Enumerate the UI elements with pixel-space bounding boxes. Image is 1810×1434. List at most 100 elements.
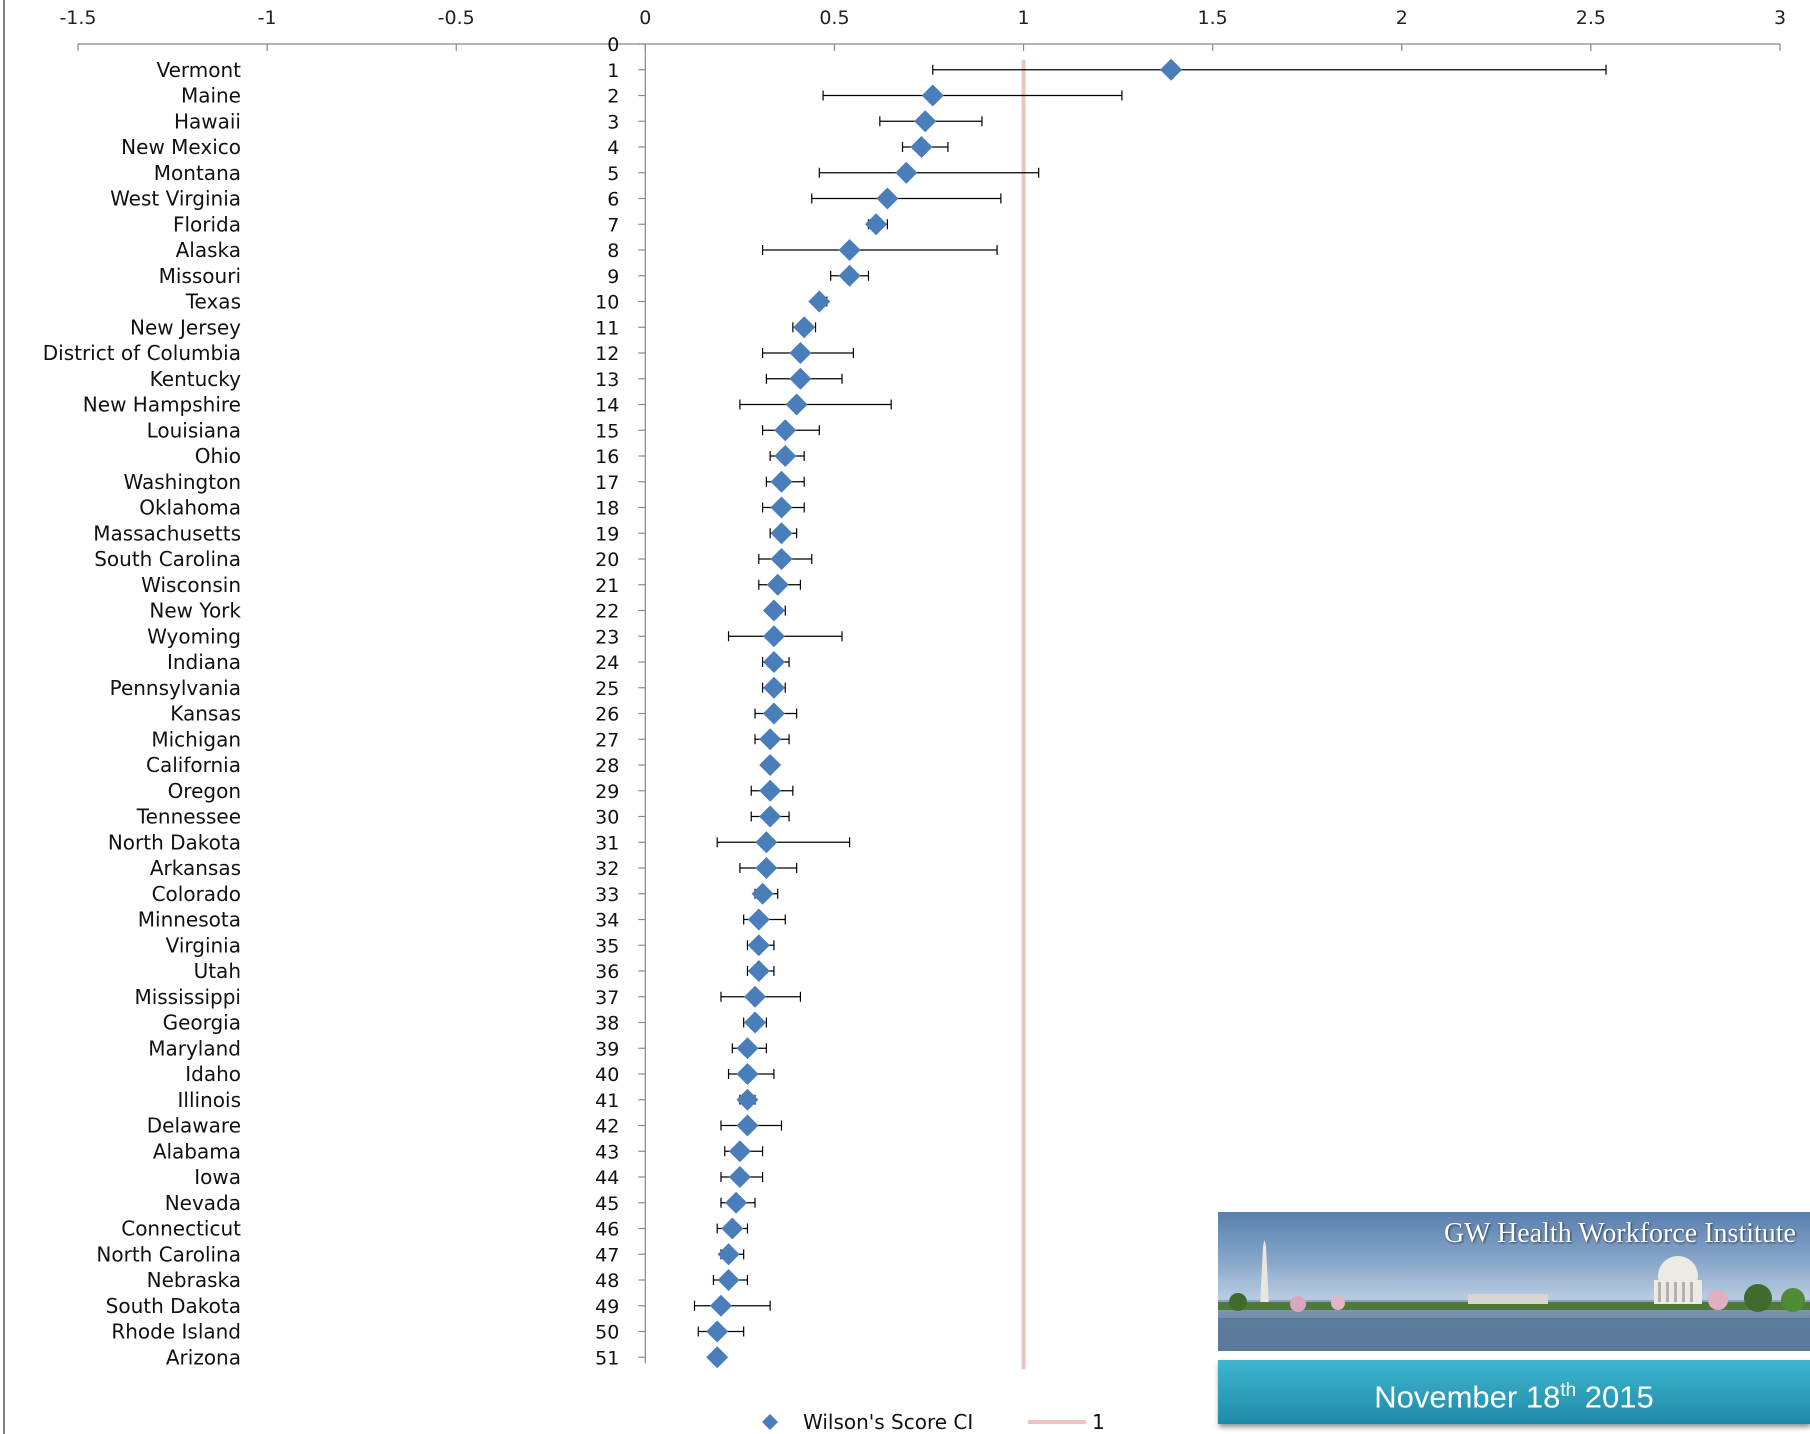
state-label: Alabama [153,1139,241,1163]
data-point-diamond [770,522,793,545]
state-label: Rhode Island [111,1320,241,1344]
data-point-diamond [725,1191,748,1214]
data-point-diamond [728,1140,751,1163]
x-tick-label: -1.5 [59,7,96,29]
state-label: South Dakota [106,1294,241,1318]
x-tick-label: 2.5 [1576,7,1606,29]
washington-skyline-image [1218,1240,1810,1351]
state-label: Maine [181,84,241,108]
state-label: Utah [194,959,241,983]
data-point-diamond [717,1269,740,1291]
rank-label: 18 [595,498,619,520]
state-label: Arizona [166,1345,241,1369]
rank-label: 24 [595,652,619,674]
data-point-diamond [759,805,782,828]
rank-label: 2 [607,86,619,108]
data-point-diamond [793,316,816,339]
rank-label: 5 [607,163,619,185]
state-label: Arkansas [150,856,241,880]
state-label: Pennsylvania [110,676,241,700]
rank-label: 45 [595,1193,619,1215]
state-label: Kansas [170,702,241,726]
rank-label: 21 [595,575,619,597]
data-point-diamond [759,728,782,751]
data-point-diamond [770,548,793,570]
state-label: Massachusetts [93,521,241,545]
state-label: Nevada [165,1191,241,1215]
rank-label: 14 [595,395,619,417]
date-label: November 18th 2015 [1218,1360,1810,1424]
rank-label: 16 [595,446,619,468]
x-tick-label: 3 [1774,7,1786,29]
rank-label: 39 [595,1038,619,1060]
rank-label: 22 [595,601,619,623]
data-point-diamond [774,419,797,442]
rank-label: 34 [595,910,619,932]
x-tick-label: 1.5 [1198,7,1228,29]
data-point-diamond [728,1166,751,1188]
data-point-diamond [721,1217,744,1240]
legend-label-reference: 1 [1092,1410,1105,1434]
rank-label: 36 [595,961,619,983]
data-point-diamond [759,779,782,802]
rank-label: 9 [607,266,619,288]
date-year: 2015 [1576,1379,1654,1415]
state-label: Idaho [185,1062,241,1086]
rank-label: 31 [595,832,619,854]
data-point-diamond [770,470,793,493]
rank-label: 51 [595,1347,619,1369]
rank-label: 38 [595,1013,619,1035]
rank-label: 6 [607,189,619,211]
rank-label: 3 [607,111,619,133]
rank-label: 23 [595,626,619,648]
state-label: Colorado [152,882,241,906]
data-point-diamond [838,264,861,287]
data-point-diamond [789,342,812,364]
data-point-diamond [747,908,770,931]
x-tick-label: 1 [1018,7,1030,29]
data-point-diamond [766,573,789,596]
state-label: Missouri [159,264,241,288]
rank-label: 4 [607,137,619,159]
rank-label: 11 [595,317,619,339]
data-point-diamond [736,1063,759,1085]
legend-diamond-icon [762,1414,778,1430]
data-point-diamond [914,110,937,133]
rank-label: 47 [595,1244,619,1266]
data-point-diamond [895,161,918,184]
rank-label: 13 [595,369,619,391]
data-point-diamond [762,625,785,648]
rank-label: 50 [595,1322,619,1344]
state-label: Washington [123,470,241,494]
rank-label: 37 [595,987,619,1009]
banner-title: GW Health Workforce Institute [1443,1218,1796,1249]
state-label: Maryland [148,1036,241,1060]
state-label: Connecticut [121,1217,241,1241]
data-point-diamond [736,1088,759,1111]
institute-banner: GW Health Workforce Institute [1218,1212,1810,1351]
data-point-diamond [808,290,831,313]
rank-label: 44 [595,1167,619,1189]
state-label: New York [149,599,241,623]
state-label: Delaware [147,1114,241,1138]
data-point-diamond [744,985,767,1008]
state-label: New Mexico [121,135,241,159]
state-label: New Hampshire [83,393,241,417]
data-point-diamond [785,393,808,416]
state-label: California [146,753,241,777]
data-point-diamond [762,702,785,725]
rank-label: 26 [595,704,619,726]
state-label: North Carolina [96,1242,241,1266]
state-label: Wyoming [147,624,241,648]
rank-label: 0 [607,34,619,56]
data-point-diamond [774,445,797,467]
data-point-diamond [865,213,888,236]
rank-label: 49 [595,1296,619,1318]
rank-label: 42 [595,1116,619,1138]
data-point-diamond [706,1320,729,1343]
state-label: Oregon [168,779,241,803]
state-label: Michigan [151,727,241,751]
state-label: Minnesota [138,908,241,932]
data-point-diamond [709,1294,732,1317]
